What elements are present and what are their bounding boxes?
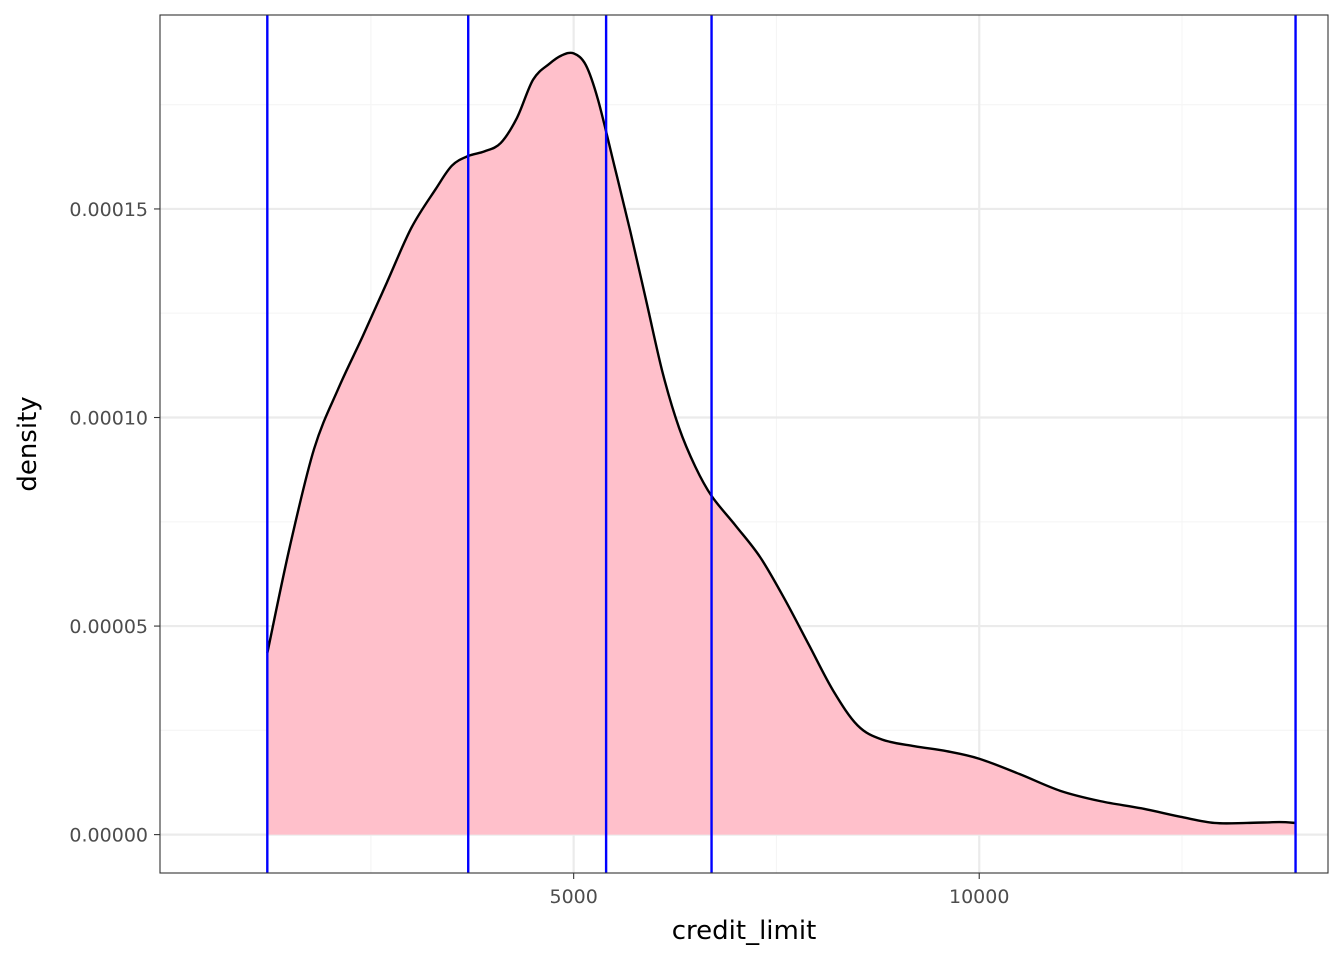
density-curve-line xyxy=(266,51,1296,825)
y-axis-ticks: 0.00000 0.00005 0.00010 0.00015 xyxy=(69,199,160,847)
y-tick-label: 0.00015 xyxy=(69,199,148,221)
y-tick-label: 0.00005 xyxy=(69,616,148,638)
x-tick-label: 10000 xyxy=(949,886,1009,908)
vertical-lines xyxy=(266,15,1297,873)
x-tick-label: 5000 xyxy=(549,886,597,908)
x-axis-title: credit_limit xyxy=(672,916,817,946)
panel-border xyxy=(159,14,1329,874)
y-tick-label: 0.00000 xyxy=(69,825,148,847)
density-area-layer xyxy=(266,51,1296,835)
y-axis-title: density xyxy=(13,396,43,491)
density-area-fill xyxy=(267,52,1296,835)
x-axis-ticks: 5000 10000 xyxy=(549,873,1009,908)
y-tick-label: 0.00010 xyxy=(69,408,148,430)
